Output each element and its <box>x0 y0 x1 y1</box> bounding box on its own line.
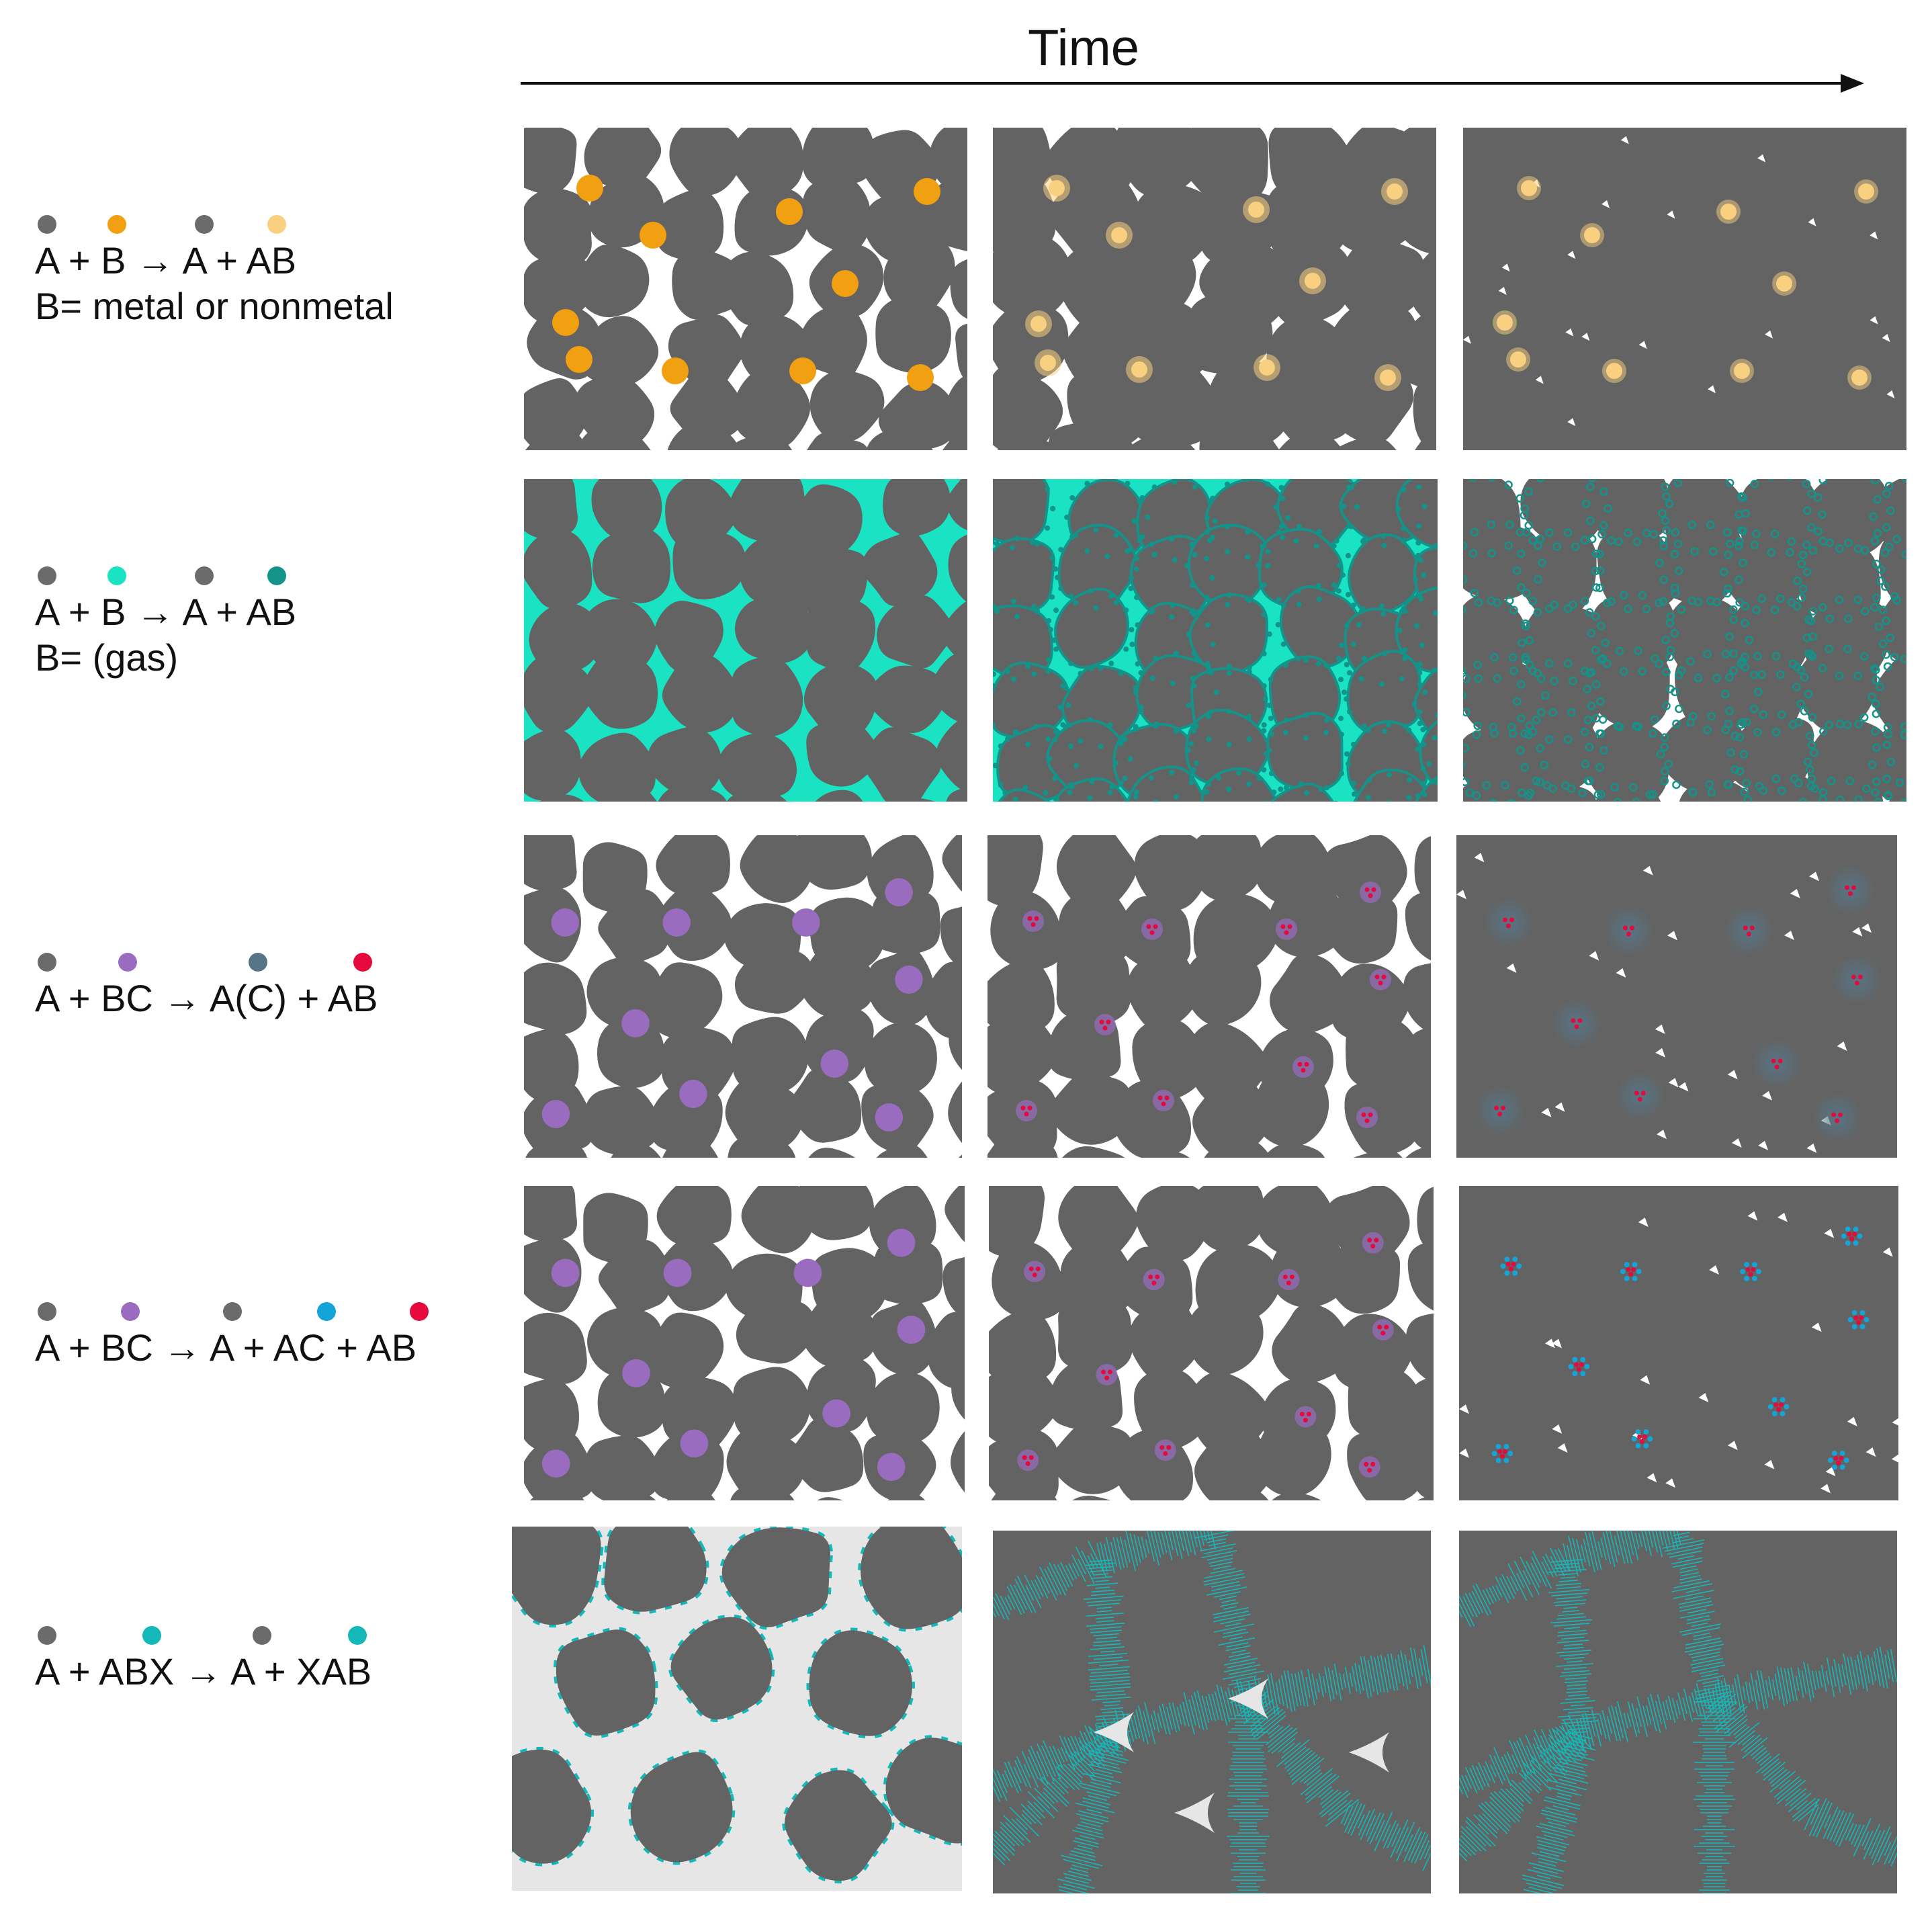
panel-r1-c2 <box>993 128 1436 450</box>
row-4-dot-bc <box>121 1302 140 1321</box>
row-2-dot-a2 <box>195 566 214 585</box>
row-4-dot-ab <box>410 1302 429 1321</box>
row-5-dot-xab <box>348 1626 367 1645</box>
row-5-label: A + ABX → A + XAB <box>35 1626 371 1695</box>
panel-r1-c1 <box>524 128 967 450</box>
panel-r3-c1 <box>524 835 962 1158</box>
row-4-label: A + BC → A + AC + AB <box>35 1302 429 1371</box>
panel-r2-c2 <box>993 479 1438 802</box>
row-4-species-dots <box>35 1302 429 1325</box>
row-1-dot-ab <box>267 215 286 234</box>
row-1-dot-a2 <box>195 215 214 234</box>
panel-r5-c1 <box>512 1527 962 1891</box>
row-2-dot-a <box>38 566 56 585</box>
row-1-species-dots <box>35 215 394 238</box>
panel-r4-c3 <box>1459 1186 1898 1500</box>
panel-r3-c2 <box>987 835 1431 1158</box>
row-3-dot-ac <box>249 953 267 972</box>
row-1-dot-a <box>38 215 56 234</box>
panel-r2-c3 <box>1463 479 1906 802</box>
panel-r2-c1 <box>524 479 967 802</box>
row-5-dot-a <box>38 1626 56 1645</box>
row-4-dot-a2 <box>223 1302 242 1321</box>
row-1-dot-b <box>107 215 126 234</box>
row-5-equation: A + ABX → A + XAB <box>35 1650 372 1693</box>
panel-r1-c3 <box>1463 128 1906 450</box>
time-arrow <box>521 74 1864 93</box>
row-3-equation: A + BC → A(C) + AB <box>35 977 378 1019</box>
row-2-equation: A + B → A + AB <box>35 591 297 633</box>
row-2-species-dots <box>35 566 296 589</box>
row-1-label: A + B → A + AB B= metal or nonmetal <box>35 215 394 329</box>
time-axis-label: Time <box>1028 19 1140 77</box>
row-4-dot-ac <box>317 1302 336 1321</box>
row-3-species-dots <box>35 953 378 976</box>
row-3-label: A + BC → A(C) + AB <box>35 953 378 1021</box>
row-3-dot-bc <box>118 953 137 972</box>
row-3-dot-a <box>38 953 56 972</box>
row-1-equation: A + B → A + AB <box>35 239 297 282</box>
panel-r5-c2 <box>993 1531 1431 1893</box>
row-2-subtext: B= (gas) <box>35 636 179 679</box>
row-4-equation: A + BC → A + AC + AB <box>35 1326 417 1369</box>
panel-r5-c3 <box>1459 1531 1897 1893</box>
row-1-subtext: B= metal or nonmetal <box>35 285 394 327</box>
row-5-species-dots <box>35 1626 371 1649</box>
row-2-dot-ab <box>267 566 286 585</box>
panel-r3-c3 <box>1456 835 1897 1158</box>
panel-r4-c2 <box>989 1186 1434 1500</box>
row-2-label: A + B → A + AB B= (gas) <box>35 566 296 681</box>
panel-r4-c1 <box>524 1186 965 1500</box>
row-5-dot-abx <box>142 1626 161 1645</box>
row-4-dot-a <box>38 1302 56 1321</box>
row-3-dot-ab <box>353 953 372 972</box>
row-2-dot-b <box>107 566 126 585</box>
row-5-dot-a2 <box>253 1626 271 1645</box>
